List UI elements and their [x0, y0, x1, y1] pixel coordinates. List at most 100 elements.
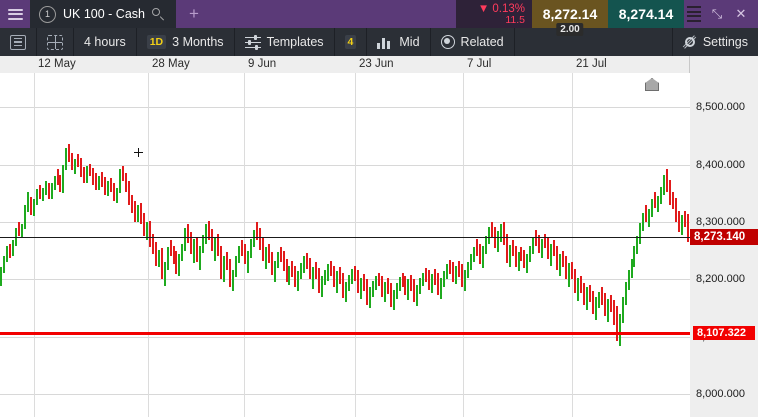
spread-value: 2.00: [556, 23, 584, 36]
gridline-vertical: [572, 73, 573, 417]
expand-icon[interactable]: ⤡: [711, 6, 723, 21]
price-bar: [407, 279, 409, 301]
gridline-vertical: [355, 73, 356, 417]
list-icon: [10, 34, 26, 50]
price-bar: [128, 180, 130, 205]
price-bar: [455, 265, 457, 284]
price-bar: [170, 240, 172, 257]
price-bar: [54, 176, 56, 190]
price-bar: [211, 228, 213, 251]
price-bar: [378, 272, 380, 287]
price-bar: [12, 240, 14, 257]
price-bar: [324, 270, 326, 286]
price-bar: [164, 262, 166, 287]
indicators-button[interactable]: 4: [335, 28, 368, 56]
plot-canvas[interactable]: [0, 73, 690, 417]
price-bar: [125, 172, 127, 193]
y-axis-label: 8,400.000: [696, 158, 745, 171]
y-axis-label: 8,000.000: [696, 388, 745, 401]
price-bar: [613, 300, 615, 326]
period-badge: 1D: [146, 35, 167, 49]
price-bar: [202, 234, 204, 254]
price-bar: [161, 248, 163, 280]
buy-price-button[interactable]: 8,274.14: [608, 0, 684, 28]
hamburger-menu-button[interactable]: [0, 0, 30, 28]
y-axis-label: 8,200.000: [696, 273, 745, 286]
templates-button[interactable]: Templates: [235, 28, 335, 56]
price-bar: [354, 265, 356, 281]
price-bar: [173, 246, 175, 265]
layout-button[interactable]: [37, 28, 74, 56]
price-bar: [253, 230, 255, 248]
price-bar: [149, 220, 151, 248]
indicator-count-badge: 4: [344, 35, 357, 49]
topbar-spacer: [212, 0, 456, 28]
price-bar: [577, 278, 579, 302]
price-bar: [589, 285, 591, 303]
price-bar: [547, 236, 549, 259]
price-bar: [666, 169, 668, 193]
price-bar: [181, 243, 183, 262]
price-bar: [152, 233, 154, 255]
price-bar: [297, 271, 299, 291]
price-bar: [526, 254, 528, 273]
sell-price-button[interactable]: 8,272.14 2.00: [532, 0, 608, 36]
watchlist-button[interactable]: [0, 28, 37, 56]
price-bar: [101, 171, 103, 187]
timeframe-selector[interactable]: 4 hours: [74, 28, 137, 56]
x-axis[interactable]: 12 May 28 May 9 Jun 23 Jun 7 Jul 21 Jul: [0, 56, 758, 74]
event-marker-icon[interactable]: [645, 78, 659, 91]
price-bar: [518, 251, 520, 272]
price-bar: [24, 204, 26, 229]
price-bar: [241, 240, 243, 257]
price-bar: [199, 246, 201, 271]
price-bar: [208, 220, 210, 241]
related-button[interactable]: Related: [431, 28, 515, 56]
chart-area[interactable]: 12 May 28 May 9 Jun 23 Jun 7 Jul 21 Jul 8,500…: [0, 56, 758, 417]
price-bar: [205, 224, 207, 244]
price-bar: [238, 246, 240, 264]
price-bar: [217, 233, 219, 257]
settings-button[interactable]: Settings: [673, 28, 758, 56]
price-bar: [464, 270, 466, 291]
price-bar: [532, 238, 534, 255]
price-bar: [482, 246, 484, 268]
price-bar: [458, 261, 460, 278]
price-bar: [541, 239, 543, 258]
price-bar: [214, 236, 216, 262]
related-label: Related: [460, 35, 504, 49]
settings-label: Settings: [702, 35, 748, 49]
price-bar: [59, 175, 61, 193]
price-bar: [631, 258, 633, 279]
price-bar: [366, 279, 368, 305]
price-bar: [318, 267, 320, 294]
price-bar: [479, 243, 481, 265]
quote-change: ▼ 0.13% 11.5: [456, 0, 532, 28]
price-bar: [110, 178, 112, 193]
alert-price-tag[interactable]: 8,107.322: [693, 325, 755, 340]
price-bar: [21, 224, 23, 239]
price-bar: [628, 270, 630, 290]
search-icon[interactable]: [151, 7, 165, 21]
price-bar: [137, 204, 139, 223]
add-tab-button[interactable]: +: [189, 4, 199, 23]
price-bar: [586, 287, 588, 311]
window-menu-icon[interactable]: [687, 6, 701, 22]
x-axis-label: 12 May: [38, 58, 76, 70]
price-bar: [369, 287, 371, 309]
price-bar: [467, 262, 469, 279]
tab-uk100-cash[interactable]: 1 UK 100 - Cash: [30, 0, 176, 28]
price-bar: [607, 298, 609, 322]
period-selector[interactable]: 1D 3 Months: [137, 28, 235, 56]
close-icon[interactable]: ✕: [735, 6, 747, 21]
change-percent: ▼ 0.13%: [477, 2, 525, 15]
price-bar: [678, 210, 680, 233]
price-type-button[interactable]: Mid: [367, 28, 431, 56]
x-axis-label: 7 Jul: [467, 58, 492, 70]
price-bar: [396, 282, 398, 299]
tab-label: UK 100 - Cash: [63, 7, 145, 21]
price-bar: [583, 282, 585, 305]
alert-price-line[interactable]: [0, 331, 690, 335]
price-bar: [235, 256, 237, 278]
price-bar: [440, 278, 442, 299]
